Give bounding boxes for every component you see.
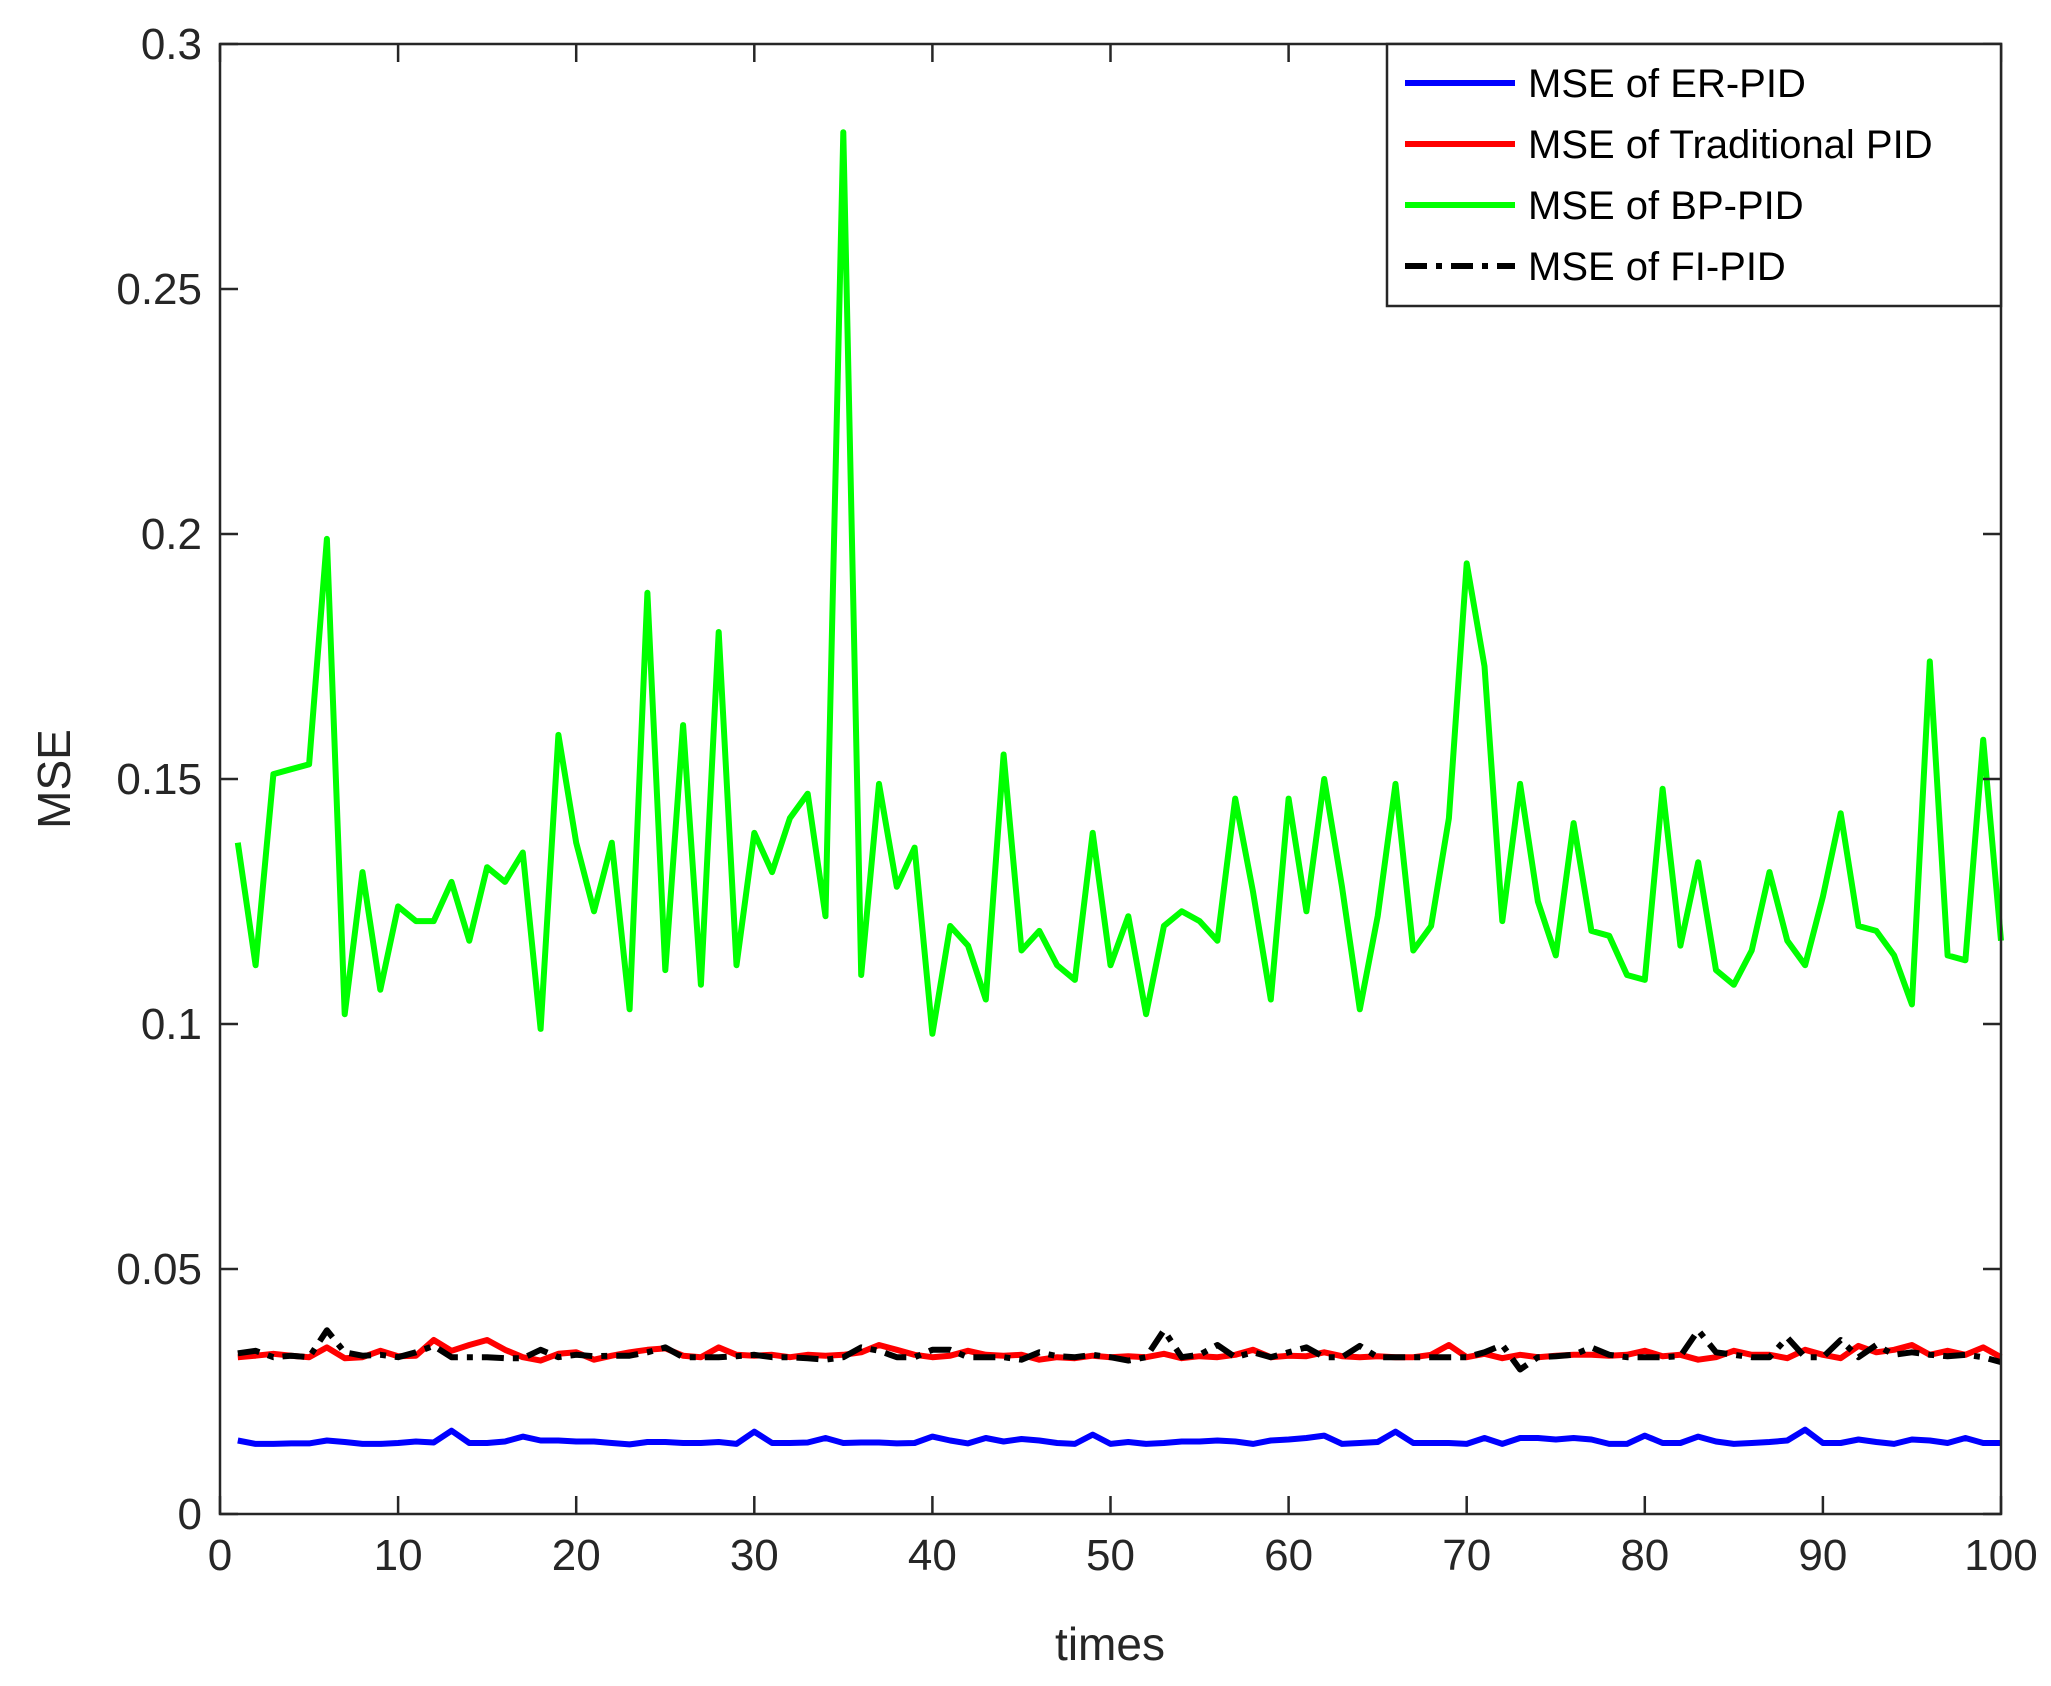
y-tick-label: 0.1 <box>141 1000 202 1049</box>
series-layer <box>234 129 2004 1448</box>
legend-label-bp-pid: MSE of BP-PID <box>1528 184 1804 228</box>
x-axis-title: times <box>1055 1618 1165 1670</box>
tick-layer: 0 10 20 30 40 50 60 70 80 90 100 0 0.05 0.1 0.15 0.2 0.2… <box>116 20 2037 1580</box>
y-tick-label: 0.15 <box>116 755 202 804</box>
legend-label-er-pid: MSE of ER-PID <box>1528 62 1806 106</box>
x-tick-label: 30 <box>730 1531 779 1580</box>
series-line-er-pid <box>237 1426 2001 1448</box>
x-tick-label: 90 <box>1798 1531 1847 1580</box>
x-tick-label: 100 <box>1964 1531 2037 1580</box>
legend: MSE of ER-PID MSE of Traditional PID MSE… <box>1385 42 2003 308</box>
legend-box <box>1385 42 2003 308</box>
y-tick-label: 0.3 <box>141 20 202 69</box>
y-tick-label: 0.2 <box>141 510 202 559</box>
legend-label-traditional-pid: MSE of Traditional PID <box>1528 123 1933 167</box>
x-tick-label: 20 <box>552 1531 601 1580</box>
x-tick-label: 80 <box>1620 1531 1669 1580</box>
y-tick-label: 0.25 <box>116 265 202 314</box>
y-tick-label: 0 <box>178 1490 202 1539</box>
series-line-fi-pid <box>237 1327 2002 1373</box>
x-tick-label: 10 <box>374 1531 423 1580</box>
x-tick-label: 40 <box>908 1531 957 1580</box>
x-tick-label: 0 <box>208 1531 232 1580</box>
y-tick-label: 0.05 <box>116 1245 202 1294</box>
legend-label-fi-pid: MSE of FI-PID <box>1528 245 1786 289</box>
x-tick-label: 50 <box>1086 1531 1135 1580</box>
x-tick-label: 70 <box>1442 1531 1491 1580</box>
y-axis-title: MSE <box>28 729 80 829</box>
series-line-bp-pid <box>234 129 2004 1037</box>
x-tick-label: 60 <box>1264 1531 1313 1580</box>
